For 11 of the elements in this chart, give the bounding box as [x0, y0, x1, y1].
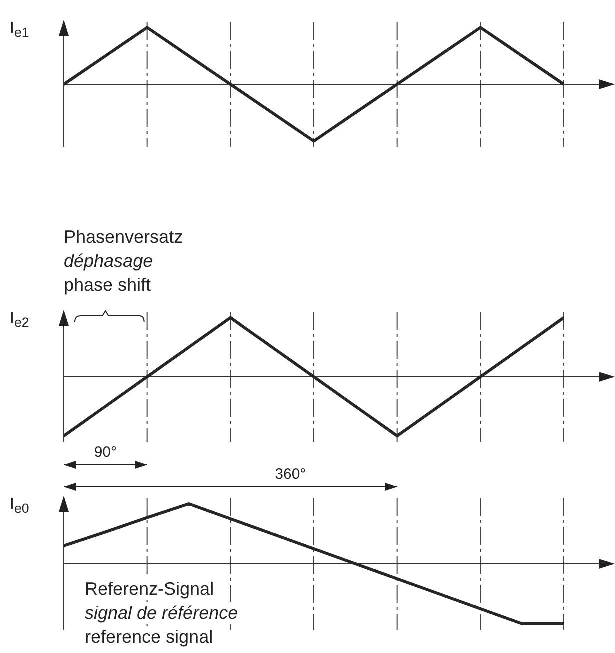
y-axis-title: I$_{e2}$	[10, 309, 30, 332]
y-axis-title: I$_{e0}$	[10, 495, 30, 518]
text: déphasage	[64, 250, 154, 272]
y-axis-title: I$_{e1}$	[10, 19, 30, 42]
annotation: Referenz-Signal	[85, 578, 214, 600]
text: phase shift	[64, 274, 152, 296]
text: Phasenversatz	[64, 226, 184, 248]
text: 360°	[274, 465, 308, 485]
annotation: signal de référence	[85, 602, 238, 624]
text: 90°	[93, 443, 118, 463]
text: reference signal	[85, 626, 214, 648]
